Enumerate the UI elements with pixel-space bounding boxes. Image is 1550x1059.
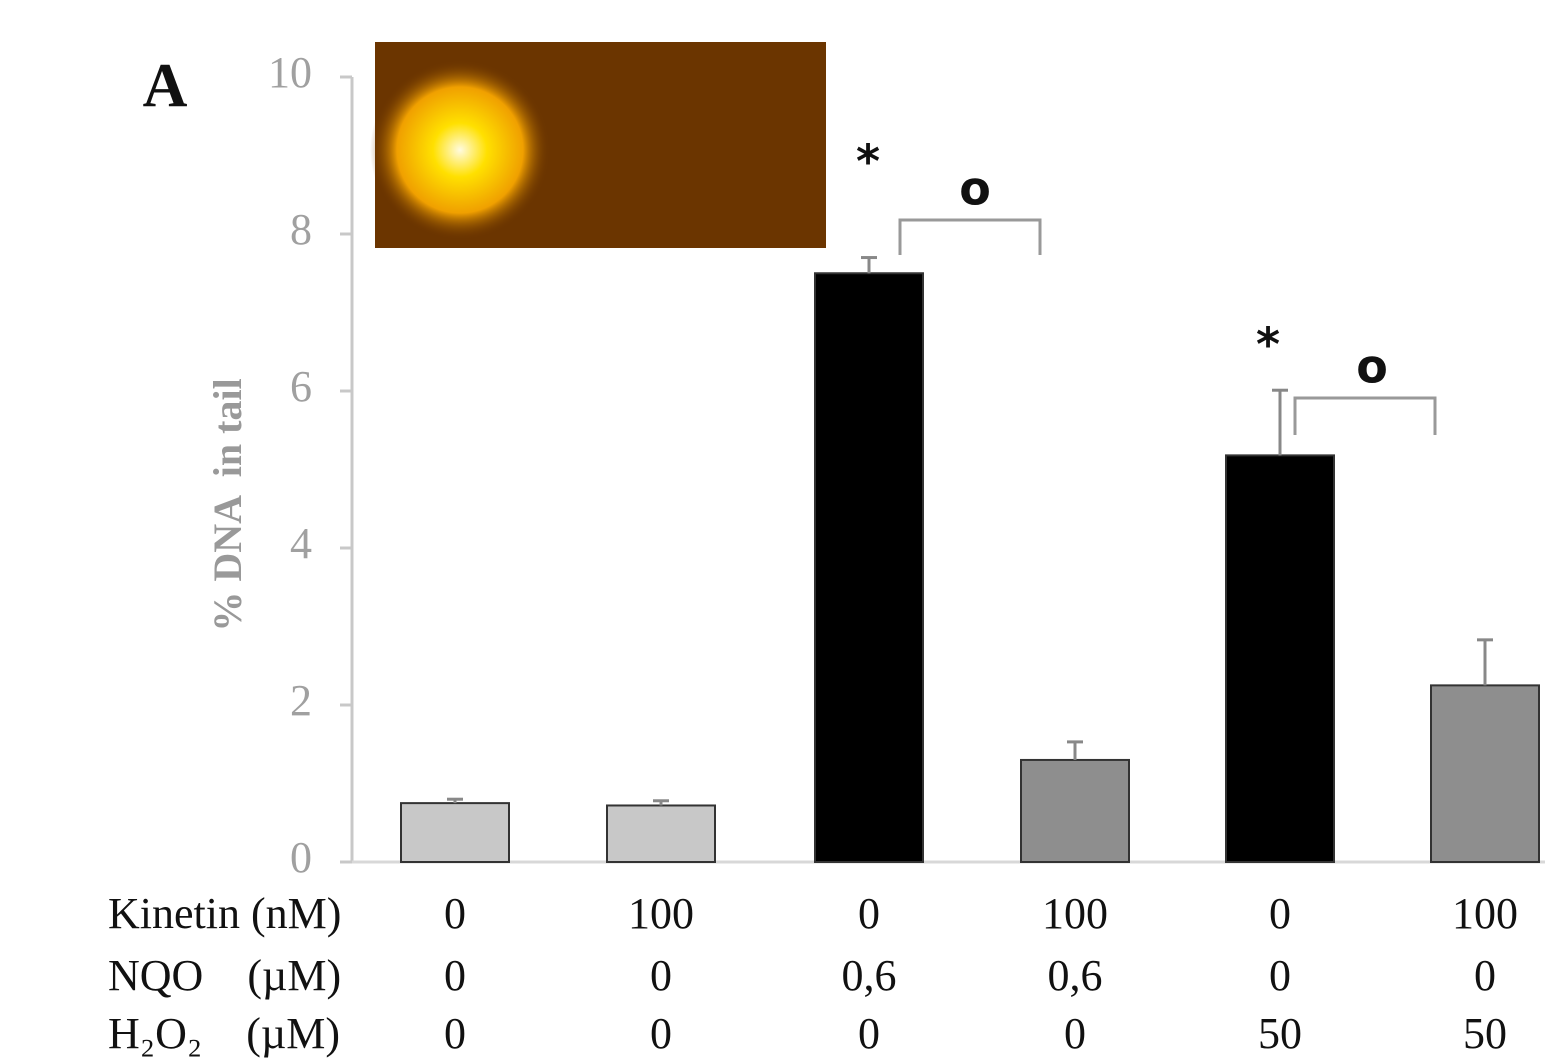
cell: 0: [444, 889, 466, 938]
error-bar: [1272, 390, 1288, 455]
bar: [1021, 760, 1129, 862]
cell: 0: [444, 1009, 466, 1058]
y-tick-label: 10: [268, 48, 312, 97]
cell: 0: [858, 1009, 880, 1058]
annotation: o: [959, 162, 991, 216]
significance-bracket: [1295, 398, 1435, 435]
cell: 0: [858, 889, 880, 938]
error-bar: [1067, 742, 1083, 760]
cell: 100: [1452, 889, 1518, 938]
cell: 0: [1269, 951, 1291, 1000]
cell: 0,6: [842, 951, 897, 1000]
y-tick-label: 6: [290, 362, 312, 411]
error-bar: [1477, 640, 1493, 686]
cell: 100: [628, 889, 694, 938]
annotation: o: [1356, 340, 1388, 394]
chart: A % DNA in tail 0 2 4 6 8 10 * o * o Kinetin (nM) 0…: [0, 0, 1550, 1059]
error-bar: [861, 258, 877, 274]
row-label: H₂O₂ (µM): [108, 1009, 340, 1058]
cell: 50: [1463, 1009, 1507, 1058]
cell: 50: [1258, 1009, 1302, 1058]
cell: 0: [1474, 951, 1496, 1000]
cell: 0: [650, 951, 672, 1000]
panel-label: A: [143, 52, 188, 120]
annotation: *: [1256, 318, 1280, 372]
y-tick-label: 0: [290, 833, 312, 882]
row-label: NQO (µM): [108, 951, 341, 1000]
bar: [1226, 455, 1334, 862]
comet-inset: [370, 42, 826, 248]
y-axis-label: % DNA in tail: [205, 378, 250, 631]
cell: 0: [1064, 1009, 1086, 1058]
y-tick-label: 8: [290, 205, 312, 254]
bar: [1431, 685, 1539, 862]
bar: [401, 803, 509, 862]
cell: 0,6: [1048, 951, 1103, 1000]
bar: [815, 273, 923, 862]
row-label: Kinetin (nM): [108, 889, 341, 938]
y-tick-label: 4: [290, 519, 312, 568]
cell: 0: [1269, 889, 1291, 938]
annotation: *: [856, 135, 880, 189]
cell: 0: [650, 1009, 672, 1058]
y-tick-label: 2: [290, 676, 312, 725]
significance-bracket: [900, 220, 1040, 255]
bar: [607, 805, 715, 862]
cell: 100: [1042, 889, 1108, 938]
cell: 0: [444, 951, 466, 1000]
